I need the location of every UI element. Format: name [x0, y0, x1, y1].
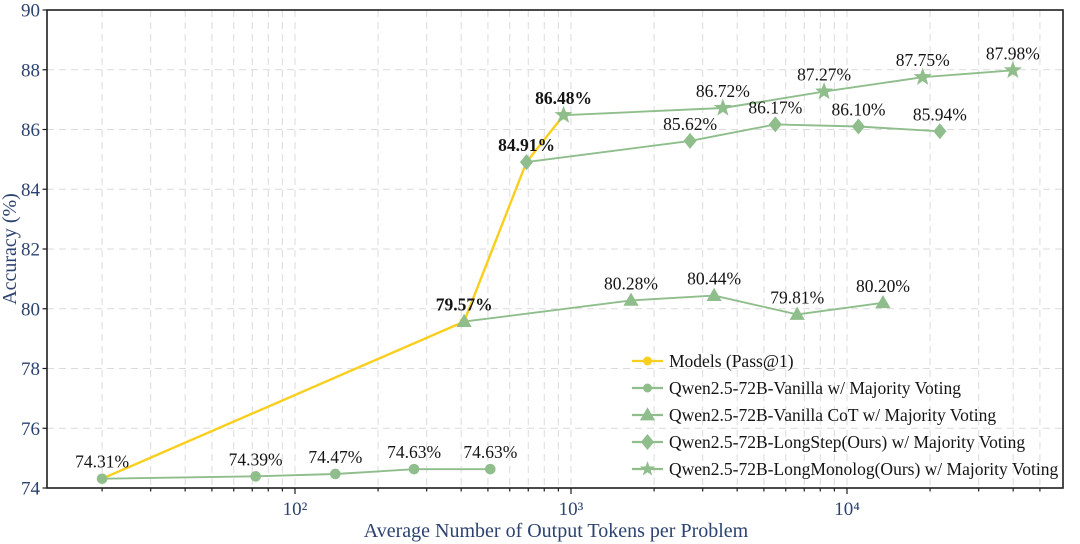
data-label: 87.27%: [797, 65, 851, 85]
legend-item: Qwen2.5-72B-LongMonolog(Ours) w/ Majorit…: [632, 459, 1058, 479]
data-label: 86.10%: [831, 100, 885, 120]
diamond-marker: [519, 154, 534, 171]
data-label: 86.17%: [748, 97, 802, 117]
legend-item: Qwen2.5-72B-LongStep(Ours) w/ Majority V…: [632, 432, 1025, 452]
diamond-marker: [683, 132, 697, 149]
x-axis-tick-label: 10³: [559, 499, 584, 520]
data-label: 80.20%: [856, 276, 910, 296]
series-line-1: [102, 468, 491, 480]
x-axis-title: Average Number of Output Tokens per Prob…: [364, 520, 749, 542]
triangle-marker: [623, 292, 639, 306]
y-axis-tick-label: 86: [21, 120, 40, 141]
data-label: 79.81%: [770, 287, 824, 307]
data-label: 74.31%: [75, 452, 129, 472]
star-marker: [713, 98, 732, 116]
triangle-marker: [706, 287, 722, 302]
star-marker: [554, 105, 573, 123]
circle-marker: [330, 468, 341, 480]
circle-marker: [408, 463, 420, 475]
y-axis-tick-label: 84: [21, 180, 41, 201]
legend-diamond-marker: [640, 434, 655, 450]
data-label: 85.94%: [913, 104, 967, 124]
y-axis-tick-label: 82: [21, 240, 40, 261]
series-line-3: [526, 123, 940, 164]
circle-marker: [250, 471, 261, 482]
data-label: 80.28%: [604, 273, 658, 293]
y-axis-tick-label: 88: [21, 60, 40, 81]
data-label: 86.48%: [535, 88, 592, 108]
legend-label: Qwen2.5-72B-LongMonolog(Ours) w/ Majorit…: [669, 459, 1058, 479]
diamond-marker: [851, 118, 866, 135]
legend-circle-marker: [643, 356, 652, 366]
legend-item: Qwen2.5-72B-Vanilla w/ Majority Voting: [632, 378, 961, 398]
y-axis-tick-label: 74: [21, 479, 41, 500]
y-axis-tick-label: 90: [21, 1, 40, 22]
legend-label: Qwen2.5-72B-LongStep(Ours) w/ Majority V…: [669, 432, 1025, 452]
y-axis-tick-label: 78: [21, 359, 40, 380]
x-axis-tick-label: 10⁴: [834, 499, 860, 520]
triangle-marker: [789, 306, 805, 320]
series-line-0: [101, 114, 565, 480]
y-axis-title: Accuracy (%): [0, 193, 21, 305]
legend-triangle-marker: [639, 407, 656, 421]
data-label: 79.57%: [436, 295, 493, 315]
data-label: 84.91%: [498, 135, 555, 155]
legend-circle-marker: [643, 383, 652, 393]
triangle-marker: [456, 313, 472, 327]
star-marker: [815, 82, 834, 100]
data-label: 85.62%: [663, 114, 717, 134]
data-label: 80.44%: [687, 269, 741, 289]
y-axis-tick-label: 76: [21, 419, 40, 440]
legend-item: Models (Pass@1): [632, 351, 794, 371]
diamond-marker: [768, 116, 782, 133]
data-label: 86.72%: [696, 81, 750, 101]
data-label: 87.98%: [986, 43, 1040, 63]
data-label: 87.75%: [896, 50, 950, 70]
legend-label: Models (Pass@1): [669, 351, 794, 371]
circle-marker: [484, 463, 496, 475]
diamond-marker: [933, 123, 947, 140]
data-label: 74.63%: [387, 442, 441, 462]
legend-label: Qwen2.5-72B-Vanilla w/ Majority Voting: [669, 378, 961, 398]
y-axis-tick-label: 80: [21, 299, 40, 320]
legend-label: Qwen2.5-72B-Vanilla CoT w/ Majority Voti…: [669, 405, 996, 425]
star-marker: [1003, 60, 1022, 79]
legend-star-marker: [639, 461, 656, 476]
data-label: 74.39%: [229, 449, 283, 469]
x-axis-tick-label: 10²: [283, 499, 308, 520]
data-label: 74.47%: [308, 447, 362, 467]
triangle-marker: [875, 294, 891, 309]
legend-item: Qwen2.5-72B-Vanilla CoT w/ Majority Voti…: [632, 405, 996, 425]
circle-marker: [96, 473, 108, 485]
star-marker: [913, 67, 932, 85]
data-label: 74.63%: [463, 442, 517, 462]
